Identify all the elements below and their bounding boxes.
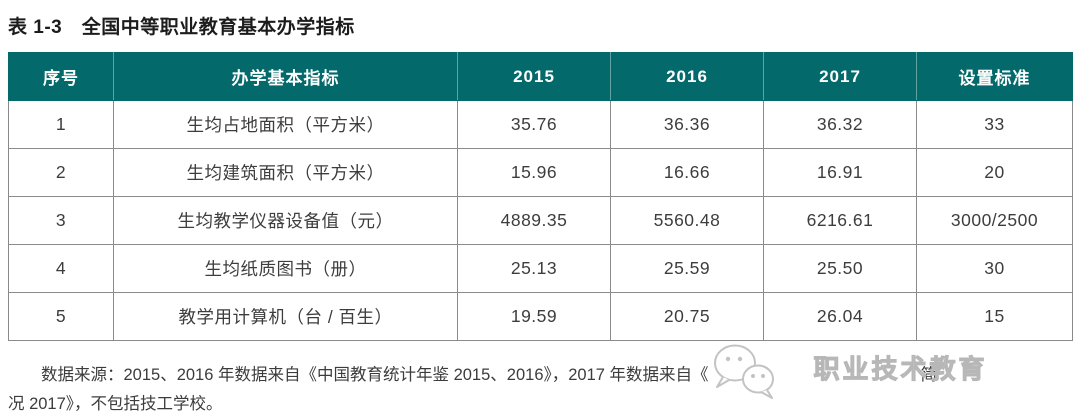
watermark-text: 职业技术教育 [813, 354, 988, 384]
wechat-logo-icon [713, 344, 774, 399]
source-note: 数据来源：2015、2016 年数据来自《中国教育统计年鉴 2015、2016》… [8, 344, 1072, 419]
cell-indicator: 生均教学仪器设备值（元） [113, 196, 458, 245]
table-row: 5 教学用计算机（台 / 百生） 19.59 20.75 26.04 15 [8, 292, 1073, 341]
cell-2015: 35.76 [457, 100, 611, 149]
cell-2017: 25.50 [763, 244, 917, 293]
cell-indicator: 教学用计算机（台 / 百生） [113, 292, 458, 341]
cell-2017: 36.32 [763, 100, 917, 149]
cell-2016: 5560.48 [610, 196, 764, 245]
table-header-row: 序号 办学基本指标 2015 2016 2017 设置标准 [8, 52, 1073, 101]
table-row: 1 生均占地面积（平方米） 35.76 36.36 36.32 33 [8, 100, 1073, 149]
col-header-index: 序号 [8, 52, 114, 101]
cell-standard: 30 [916, 244, 1073, 293]
cell-2015: 25.13 [457, 244, 611, 293]
cell-2016: 36.36 [610, 100, 764, 149]
cell-2017: 6216.61 [763, 196, 917, 245]
cell-2015: 15.96 [457, 148, 611, 197]
cell-no: 5 [8, 292, 114, 341]
cell-2016: 16.66 [610, 148, 764, 197]
table-row: 3 生均教学仪器设备值（元） 4889.35 5560.48 6216.61 3… [8, 196, 1073, 245]
cell-indicator: 生均建筑面积（平方米） [113, 148, 458, 197]
source-note-line1-start: 数据来源：2015、2016 年数据来自《中国教育统计年鉴 2015、2016》… [41, 366, 709, 384]
table-row: 2 生均建筑面积（平方米） 15.96 16.66 16.91 20 [8, 148, 1073, 197]
cell-standard: 15 [916, 292, 1073, 341]
cell-no: 2 [8, 148, 114, 197]
cell-no: 3 [8, 196, 114, 245]
cell-2015: 19.59 [457, 292, 611, 341]
cell-no: 4 [8, 244, 114, 293]
col-header-2017: 2017 [763, 52, 917, 101]
indicator-table: 序号 办学基本指标 2015 2016 2017 设置标准 1 生均占地面积（平… [8, 52, 1073, 341]
col-header-standard: 设置标准 [916, 52, 1073, 101]
cell-2017: 16.91 [763, 148, 917, 197]
cell-standard: 33 [916, 100, 1073, 149]
table-row: 4 生均纸质图书（册） 25.13 25.59 25.50 30 [8, 244, 1073, 293]
watermark: 职业技术教育 [709, 344, 985, 399]
col-header-indicator: 办学基本指标 [113, 52, 458, 101]
cell-2015: 4889.35 [457, 196, 611, 245]
cell-no: 1 [8, 100, 114, 149]
table-caption: 表 1-3 全国中等职业教育基本办学指标 [8, 17, 355, 38]
cell-2016: 25.59 [610, 244, 764, 293]
cell-standard: 20 [916, 148, 1073, 197]
col-header-2015: 2015 [457, 52, 611, 101]
source-note-line1-end: 简 [920, 366, 938, 384]
source-note-line2: 况 2017》，不包括技工学校。 [8, 395, 223, 413]
cell-standard: 3000/2500 [916, 196, 1073, 245]
col-header-2016: 2016 [610, 52, 764, 101]
cell-indicator: 生均纸质图书（册） [113, 244, 458, 293]
cell-indicator: 生均占地面积（平方米） [113, 100, 458, 149]
cell-2017: 26.04 [763, 292, 917, 341]
cell-2016: 20.75 [610, 292, 764, 341]
